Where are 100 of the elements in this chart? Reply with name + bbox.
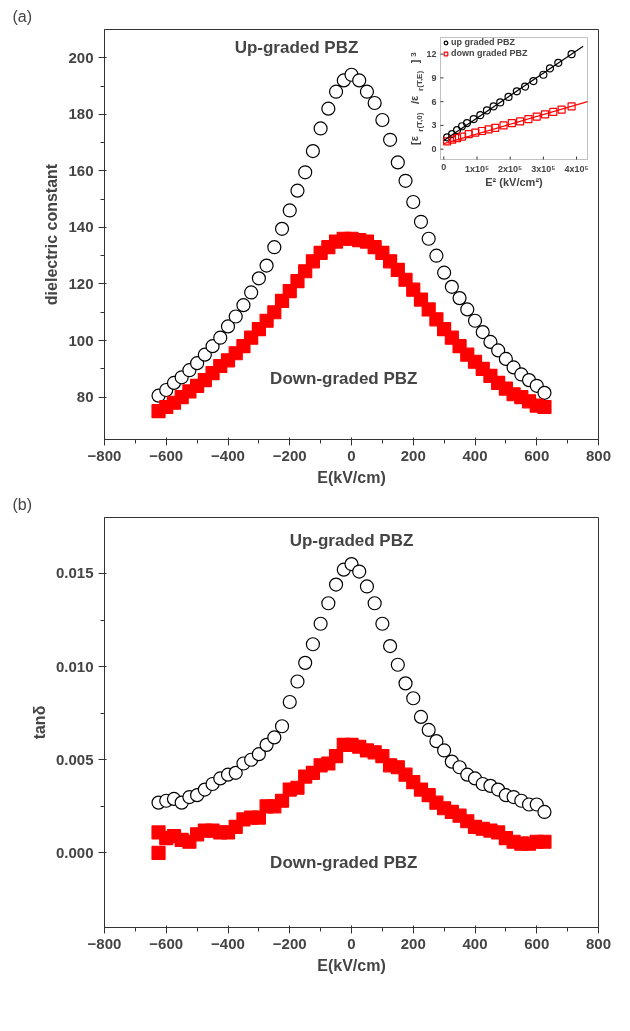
x-axis-title: E(kV/cm) <box>317 956 386 974</box>
y-tick-label: 3 <box>431 120 437 131</box>
point <box>267 240 282 255</box>
x-tick-label: 2x10⁵ <box>498 163 523 174</box>
point <box>467 313 483 328</box>
point <box>398 173 413 188</box>
legend-label: down graded PBZ <box>451 48 528 58</box>
point <box>537 804 552 820</box>
x-tick-label: −400 <box>211 934 245 952</box>
point <box>382 639 398 654</box>
point <box>190 356 205 371</box>
y-tick-label: 0.005 <box>55 750 94 768</box>
point <box>437 265 452 280</box>
x-tick-label: −800 <box>87 934 122 952</box>
point <box>499 121 508 130</box>
y-tick-label: 0.015 <box>55 564 94 582</box>
point <box>290 183 305 198</box>
x-tick-label: 400 <box>462 934 488 952</box>
point <box>545 64 555 73</box>
point <box>406 691 421 706</box>
y-tick-label: 6 <box>431 96 437 107</box>
point <box>398 676 413 691</box>
point <box>469 115 478 124</box>
series-label: Down-graded PBZ <box>270 369 418 389</box>
point <box>220 319 236 334</box>
point <box>549 107 558 117</box>
point <box>305 144 321 159</box>
point <box>251 271 266 286</box>
point <box>540 110 550 119</box>
x-axis-title: E² (kV/cm²) <box>485 175 544 188</box>
y-tick-label: 100 <box>68 331 94 349</box>
point <box>537 834 552 849</box>
x-tick-label: −200 <box>272 446 307 464</box>
point <box>290 674 305 689</box>
point <box>484 125 493 134</box>
point <box>567 50 576 59</box>
x-tick-label: 800 <box>585 934 612 952</box>
point <box>352 73 367 88</box>
point <box>498 351 513 366</box>
x-tick-label: 3x10⁵ <box>531 163 556 174</box>
x-axis-title: E(kV/cm) <box>317 468 386 486</box>
series-label: Up-graded PBZ <box>289 530 414 550</box>
point <box>321 101 336 116</box>
legend-label: up graded PBZ <box>451 37 516 47</box>
point <box>539 70 548 79</box>
point <box>448 130 457 139</box>
point <box>496 98 505 107</box>
point <box>477 126 487 136</box>
point <box>524 115 533 124</box>
point <box>406 194 421 210</box>
point <box>328 577 344 592</box>
point <box>413 709 429 724</box>
y-tick-label: 80 <box>76 388 94 406</box>
point <box>382 132 398 147</box>
point <box>352 564 367 579</box>
y-tick-label: 0 <box>431 144 437 155</box>
point <box>390 155 405 170</box>
point <box>313 616 328 631</box>
point <box>491 123 500 132</box>
x-tick-label: 200 <box>400 934 426 952</box>
point <box>452 126 462 135</box>
point <box>305 637 321 652</box>
point <box>482 106 492 115</box>
point <box>282 694 297 710</box>
y-tick-label: 160 <box>68 161 94 179</box>
y-tick-label: 140 <box>68 218 94 236</box>
point <box>537 399 552 415</box>
point <box>274 221 290 236</box>
x-tick-label: 0 <box>441 161 447 172</box>
x-tick-label: −800 <box>87 446 122 464</box>
point <box>567 102 576 111</box>
point <box>259 258 274 273</box>
point <box>554 58 563 67</box>
point <box>359 579 375 594</box>
x-tick-label: 0 <box>347 446 356 464</box>
y-tick-label: 0.000 <box>55 843 94 861</box>
point <box>375 616 390 631</box>
x-tick-label: −200 <box>272 934 307 952</box>
text: (a) <box>12 7 33 25</box>
point <box>491 343 506 358</box>
point <box>507 118 516 128</box>
x-tick-label: 600 <box>524 934 550 952</box>
point <box>452 134 462 143</box>
point <box>421 231 436 246</box>
point <box>367 95 382 111</box>
point <box>267 730 282 745</box>
point <box>228 309 243 324</box>
point <box>359 84 375 99</box>
text: (b) <box>12 495 33 513</box>
point <box>504 92 513 102</box>
point <box>298 165 313 180</box>
point <box>489 102 498 111</box>
point <box>475 324 490 340</box>
y-tick-label: 12 <box>426 49 437 60</box>
point <box>298 655 313 670</box>
point <box>429 734 444 749</box>
y-axis-title: [εr(T,0)/εr(T,E)]3 <box>408 51 425 145</box>
point <box>444 279 459 294</box>
series-label: Up-graded PBZ <box>234 38 359 58</box>
point <box>367 596 382 611</box>
